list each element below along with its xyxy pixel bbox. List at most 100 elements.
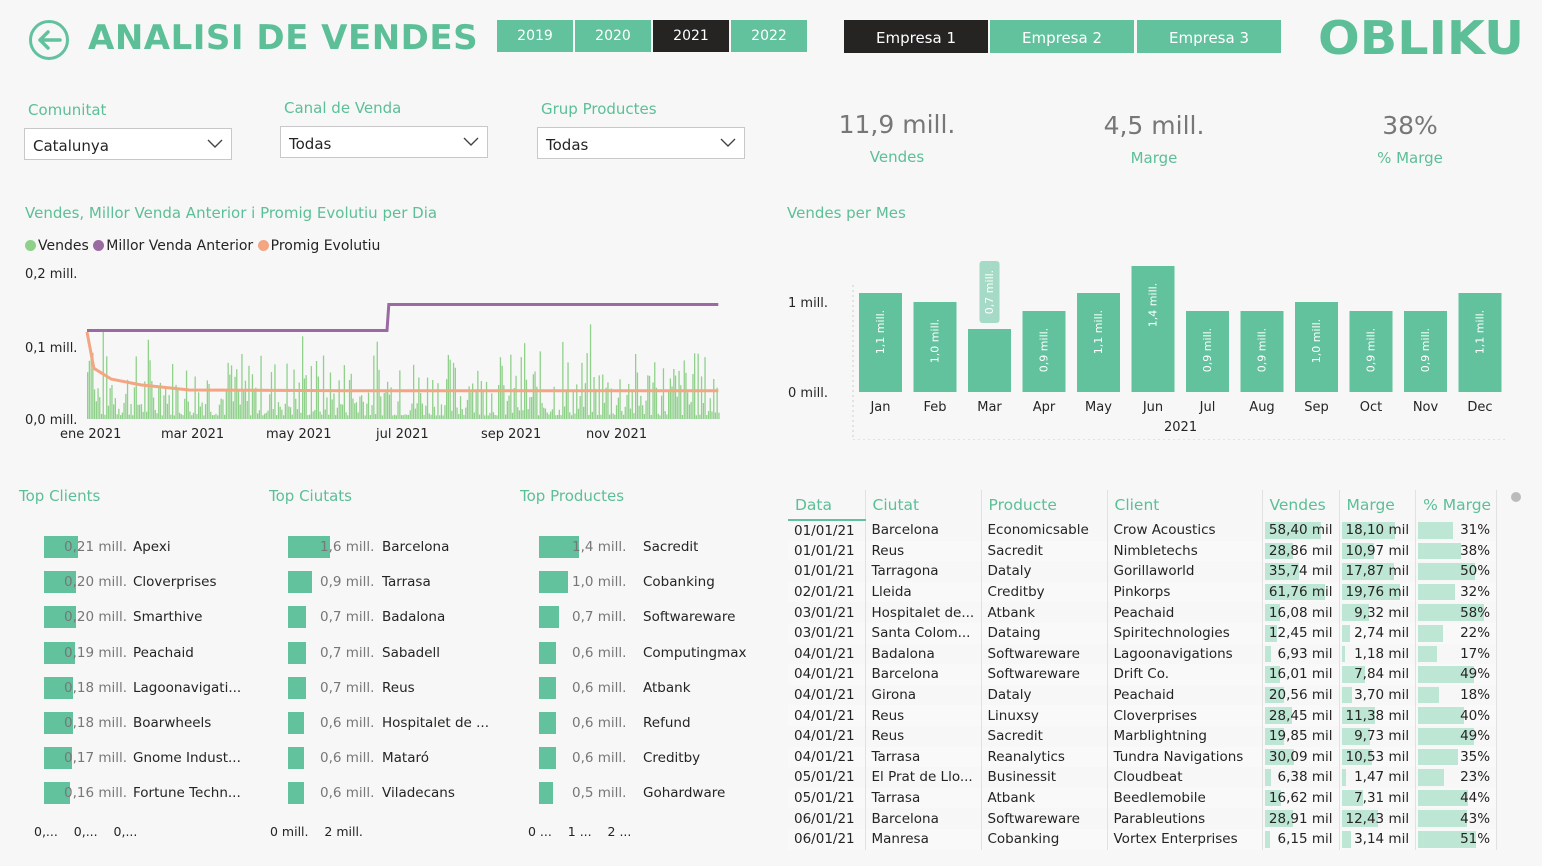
month-bar-mar[interactable] (968, 329, 1011, 392)
cell-data-bar (1418, 563, 1475, 580)
table-cell: Lagoonavigations (1107, 643, 1263, 665)
daily-sales-bar (596, 415, 599, 419)
daily-sales-bar (626, 394, 628, 419)
year-button-2019[interactable]: 2019 (497, 20, 573, 52)
daily-sales-bar (451, 410, 453, 419)
column-header[interactable]: Ciutat (865, 490, 982, 520)
table-row[interactable]: 03/01/21 Hospitalet de... Atbank Peachaid 16… (788, 602, 1498, 623)
company-button-1[interactable]: Empresa 1 (844, 20, 988, 53)
top-list-name: Gohardware (643, 785, 726, 802)
legend-vendes[interactable]: Vendes (25, 238, 89, 254)
daily-sales-bar (321, 414, 323, 419)
daily-sales-bar (615, 405, 618, 419)
data-label: 1,1 mill. (1474, 310, 1487, 354)
column-header[interactable]: Producte (981, 490, 1108, 520)
top-list-bar (44, 606, 77, 629)
daily-sales-bar (442, 415, 444, 419)
column-header[interactable]: Vendes (1262, 490, 1340, 520)
month-bar-feb[interactable] (913, 302, 957, 392)
daily-sales-bar (159, 382, 162, 419)
month-bar-oct[interactable] (1349, 311, 1393, 392)
year-button-2021[interactable]: 2021 (653, 20, 729, 52)
back-arrow-icon[interactable] (28, 19, 70, 61)
table-row[interactable]: 06/01/21 Barcelona Softwareware Parableutio… (788, 808, 1498, 829)
y-tick: 0 mill. (788, 386, 828, 401)
legend-millor-venda[interactable]: Millor Venda Anterior (93, 238, 253, 254)
top-list-bar (288, 747, 304, 770)
cell-data-bar (1341, 563, 1394, 580)
daily-sales-bar (459, 396, 462, 419)
month-bar-apr[interactable] (1022, 311, 1066, 392)
table-row[interactable]: 03/01/21 Santa Colom... Dataing Spiritechno… (788, 622, 1498, 644)
daily-sales-bar (154, 409, 156, 419)
legend-promig[interactable]: Promig Evolutiu (257, 238, 380, 254)
table-row[interactable]: 02/01/21 Lleida Creditby Pinkorps 61,76 mil 1… (788, 581, 1498, 603)
month-bar-nov[interactable] (1404, 311, 1447, 392)
daily-sales-bar (607, 382, 609, 419)
table-row[interactable]: 04/01/21 Reus Linuxsy Cloverprises 28,45 mil… (788, 705, 1498, 726)
daily-sales-bar (496, 415, 498, 419)
daily-sales-bar (534, 371, 536, 419)
table-row[interactable]: 04/01/21 Reus Sacredit Marblightning 19,85 m… (788, 725, 1498, 747)
daily-sales-bar (142, 411, 144, 419)
daily-sales-bar (517, 407, 519, 419)
top-list-name: Barcelona (382, 539, 450, 555)
daily-sales-bar (132, 415, 134, 419)
daily-sales-bar (225, 389, 227, 419)
cell-data-bar (1264, 542, 1293, 560)
table-row[interactable]: 04/01/21 Tarrasa Reanalytics Tundra Navigat… (788, 746, 1498, 768)
cell-data-bar (1418, 769, 1445, 786)
sales-table-container[interactable]: Data Ciutat Producte Client Vendes Marge% Mar… (788, 490, 1508, 850)
table-row[interactable]: 05/01/21 Tarrasa Atbank Beedlemobile 16,62 m… (788, 787, 1498, 809)
column-header[interactable]: Data (788, 490, 866, 521)
month-bar-may[interactable] (1077, 293, 1120, 392)
x-tick: jul 2021 (375, 427, 429, 442)
month-bar-jan[interactable] (859, 293, 902, 392)
table-cell: Beedlemobile (1107, 787, 1263, 809)
table-row[interactable]: 04/01/21 Barcelona Softwareware Drift Co. 16… (788, 664, 1498, 685)
table-scrollbar-thumb[interactable] (1511, 492, 1521, 502)
daily-sales-bar (281, 409, 283, 419)
top-list-name: Sacredit (643, 539, 699, 555)
daily-sales-bar (113, 404, 115, 419)
daily-sales-bar (553, 386, 555, 419)
daily-sales-bar (185, 370, 188, 419)
canal-dropdown[interactable]: Todas (280, 126, 488, 158)
daily-sales-bar (674, 375, 677, 419)
month-bar-jul[interactable] (1186, 311, 1229, 392)
column-header[interactable]: Marge (1339, 490, 1417, 520)
company-button-3[interactable]: Empresa 3 (1137, 20, 1281, 53)
daily-sales-bar (652, 382, 654, 419)
cell-data-bar (1264, 810, 1293, 827)
company-button-2[interactable]: Empresa 2 (990, 20, 1134, 53)
table-cell: 58,40 mil (1262, 520, 1340, 541)
month-bar-aug[interactable] (1240, 311, 1284, 392)
top-list-bar (44, 641, 75, 664)
daily-sales-bar (248, 365, 250, 419)
column-header[interactable]: Client (1107, 490, 1263, 520)
table-row[interactable]: 06/01/21 Manresa Cobanking Vortex Enterpris… (788, 828, 1498, 850)
year-button-2022[interactable]: 2022 (731, 20, 807, 52)
grup-dropdown[interactable]: Todas (537, 127, 745, 159)
daily-sales-bar (699, 414, 701, 419)
table-cell: 16,62 mil (1262, 787, 1340, 809)
canal-value: Todas (289, 135, 332, 153)
table-row[interactable]: 01/01/21 Tarragona Dataly Gorillaworld 35,74… (788, 561, 1498, 582)
year-button-2020[interactable]: 2020 (575, 20, 651, 52)
month-bar-jun[interactable] (1131, 266, 1175, 392)
table-row[interactable]: 05/01/21 El Prat de Llo... Businessit Cloud… (788, 767, 1498, 788)
table-row[interactable]: 04/01/21 Badalona Softwareware Lagoonavigat… (788, 643, 1498, 665)
table-cell: 35,74 mil (1262, 561, 1340, 582)
data-label: 0,9 mill. (1419, 328, 1432, 372)
month-bar-sep[interactable] (1295, 302, 1338, 392)
table-row[interactable]: 04/01/21 Girona Dataly Peachaid 20,56 mil 3,7… (788, 684, 1498, 706)
daily-sales-line-chart[interactable]: 0,2 mill. 0,1 mill. 0,0 mill. ene 2021 m… (20, 262, 730, 447)
top-list-name: Cloverprises (133, 574, 217, 591)
table-row[interactable]: 01/01/21 Barcelona Economicsable Crow Acous… (788, 520, 1498, 541)
table-row[interactable]: 01/01/21 Reus Sacredit Nimbletechs 28,86 mil… (788, 540, 1498, 562)
column-header[interactable]: % Marge (1415, 490, 1498, 520)
comunitat-dropdown[interactable]: Catalunya (24, 128, 232, 160)
daily-sales-bar (537, 415, 540, 419)
monthly-sales-bar-chart[interactable]: 1 mill. 0 mill. 1,1 mill. Jan 1,0 mill. Feb… (780, 225, 1520, 440)
month-bar-dec[interactable] (1458, 293, 1502, 392)
